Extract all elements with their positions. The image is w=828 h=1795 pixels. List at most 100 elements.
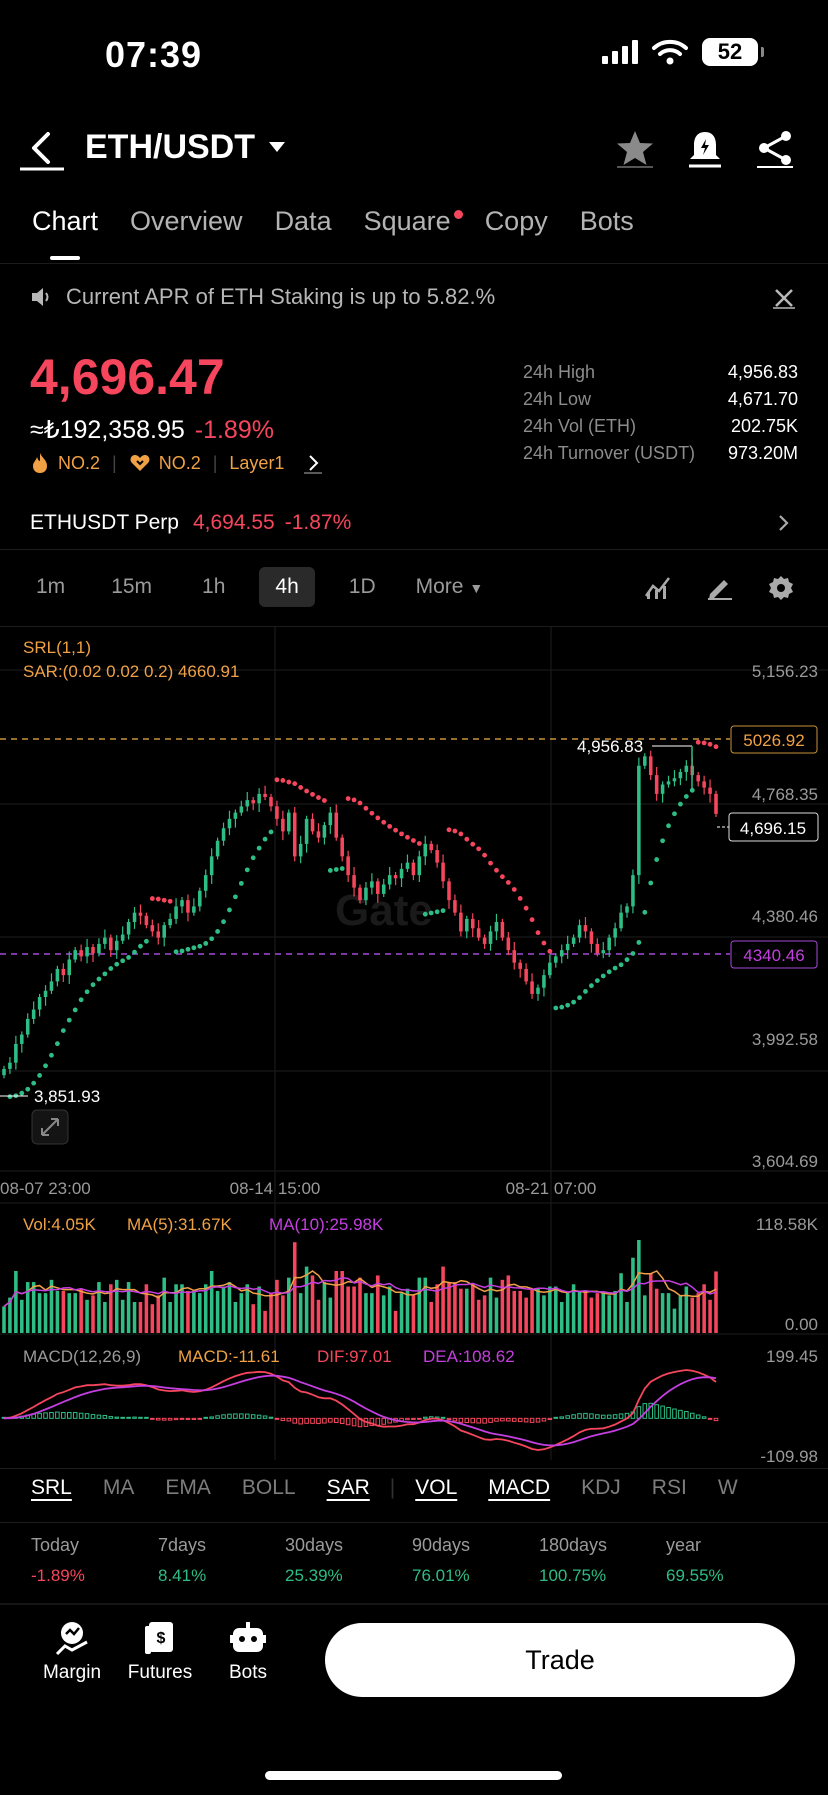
candle-body	[73, 950, 77, 960]
tf-1h[interactable]: 1h	[202, 575, 226, 598]
tf-4h[interactable]: 4h	[259, 567, 315, 607]
volume-bar	[156, 1295, 161, 1333]
macd-bar	[707, 1417, 713, 1420]
macd-bar	[689, 1412, 695, 1419]
tf-1m[interactable]: 1m	[36, 575, 66, 598]
candle-body	[2, 1068, 6, 1076]
ind-kdj[interactable]: KDJ	[581, 1476, 621, 1499]
ind-wr[interactable]: W	[717, 1476, 738, 1499]
tab-data[interactable]: Data	[274, 206, 332, 236]
tab-chart[interactable]: Chart	[32, 206, 99, 260]
ind-srl[interactable]: SRL	[31, 1476, 72, 1499]
candle-body	[85, 947, 89, 957]
sar-dot	[399, 831, 404, 837]
tab-square[interactable]: Square	[364, 206, 463, 237]
macd-bar	[381, 1417, 387, 1425]
macd-bar	[351, 1417, 357, 1427]
price-alert-button[interactable]	[685, 128, 725, 173]
volume-bar	[684, 1286, 689, 1333]
candle-body	[14, 1043, 18, 1063]
ind-ema[interactable]: EMA	[165, 1476, 211, 1499]
macd-bar	[440, 1416, 446, 1419]
macd-bar	[612, 1414, 618, 1419]
fav-rank[interactable]: NO.2	[158, 452, 201, 473]
volume-bar	[310, 1275, 315, 1333]
notice-banner[interactable]: Current APR of ETH Staking is up to 5.82…	[30, 284, 495, 310]
sar-dot	[37, 1073, 42, 1078]
favorite-button[interactable]	[615, 128, 655, 173]
macd-bar	[286, 1417, 292, 1422]
macd-bar	[482, 1417, 487, 1424]
share-button[interactable]	[755, 128, 795, 173]
tab-bots[interactable]: Bots	[579, 206, 634, 236]
candle-body	[577, 925, 582, 938]
volume-bar	[73, 1293, 77, 1333]
vol-y-top: 118.58K	[756, 1215, 819, 1234]
ind-boll[interactable]: BOLL	[241, 1476, 296, 1499]
sar-dot	[458, 831, 464, 837]
trade-button[interactable]: Trade	[325, 1623, 795, 1697]
ind-macd[interactable]: MACD	[488, 1476, 551, 1499]
pair-selector[interactable]: ETH/USDT	[85, 128, 285, 167]
chart-settings-button[interactable]	[767, 574, 795, 607]
nav-futures[interactable]: $ Futures	[116, 1620, 204, 1684]
perp-chevron-icon[interactable]	[776, 512, 792, 539]
candle-body	[708, 787, 712, 794]
macd-bar	[577, 1413, 582, 1419]
volume-bar	[215, 1290, 220, 1333]
candle-body	[156, 931, 161, 938]
kline-chart[interactable]: Gate SRL(1,1) SAR:(0.02 0.02 0.2) 4660.9…	[0, 627, 828, 1472]
nav-margin[interactable]: Margin	[28, 1620, 116, 1684]
vol-ma5-label: MA(5):31.67K	[127, 1215, 233, 1234]
draw-tool-button[interactable]	[706, 574, 734, 605]
sar-dot	[535, 930, 541, 936]
candle-body	[542, 975, 546, 988]
volume-bar	[453, 1282, 457, 1333]
macd-bar	[333, 1417, 339, 1424]
candle-body	[180, 900, 184, 907]
tab-copy[interactable]: Copy	[484, 206, 548, 236]
candle-body	[358, 887, 362, 901]
volume-bar	[690, 1297, 695, 1333]
divider	[0, 1522, 828, 1523]
sar-dot	[238, 880, 244, 886]
perp-row[interactable]: ETHUSDT Perp 4,694.55 -1.87%	[30, 511, 351, 535]
macd-bar	[476, 1417, 481, 1424]
macd-bar	[672, 1408, 677, 1419]
volume-bar	[346, 1286, 350, 1333]
volume-bar	[132, 1302, 137, 1333]
candle-body	[714, 793, 718, 814]
sar-dot	[500, 874, 505, 880]
macd-bar	[589, 1413, 594, 1419]
nav-bots[interactable]: Bots	[204, 1620, 292, 1684]
back-button[interactable]	[20, 128, 64, 172]
sar-dot	[138, 943, 143, 949]
sar-dot	[541, 940, 547, 946]
layer-tag[interactable]: Layer1	[229, 452, 285, 473]
macd-bar	[144, 1416, 149, 1419]
macd-bar	[298, 1417, 303, 1425]
sar-dot	[648, 880, 654, 886]
sar-dot	[381, 819, 387, 825]
ind-sar[interactable]: SAR	[326, 1476, 370, 1499]
sar-dot	[298, 785, 304, 790]
volume-bar	[67, 1293, 72, 1333]
stat-row: 24h Turnover (USDT) 973.20M	[523, 443, 798, 463]
hot-rank[interactable]: NO.2	[58, 452, 101, 473]
ind-rsi[interactable]: RSI	[651, 1476, 687, 1499]
tab-overview[interactable]: Overview	[130, 206, 243, 236]
ind-vol[interactable]: VOL	[415, 1476, 458, 1499]
current-price-tag[interactable]	[728, 812, 819, 842]
macd-bar	[132, 1416, 137, 1419]
tf-more[interactable]: More ▼	[415, 575, 484, 598]
candle-body	[8, 1062, 12, 1069]
macd-bar	[328, 1417, 333, 1423]
candle-body	[648, 756, 653, 776]
tf-1d[interactable]: 1D	[348, 575, 376, 598]
close-notice-button[interactable]	[773, 287, 795, 314]
sar-dot	[547, 948, 553, 954]
indicators-button[interactable]	[644, 574, 672, 605]
candle-body	[20, 1034, 24, 1044]
ind-ma[interactable]: MA	[102, 1476, 135, 1499]
tf-15m[interactable]: 15m	[111, 575, 153, 598]
